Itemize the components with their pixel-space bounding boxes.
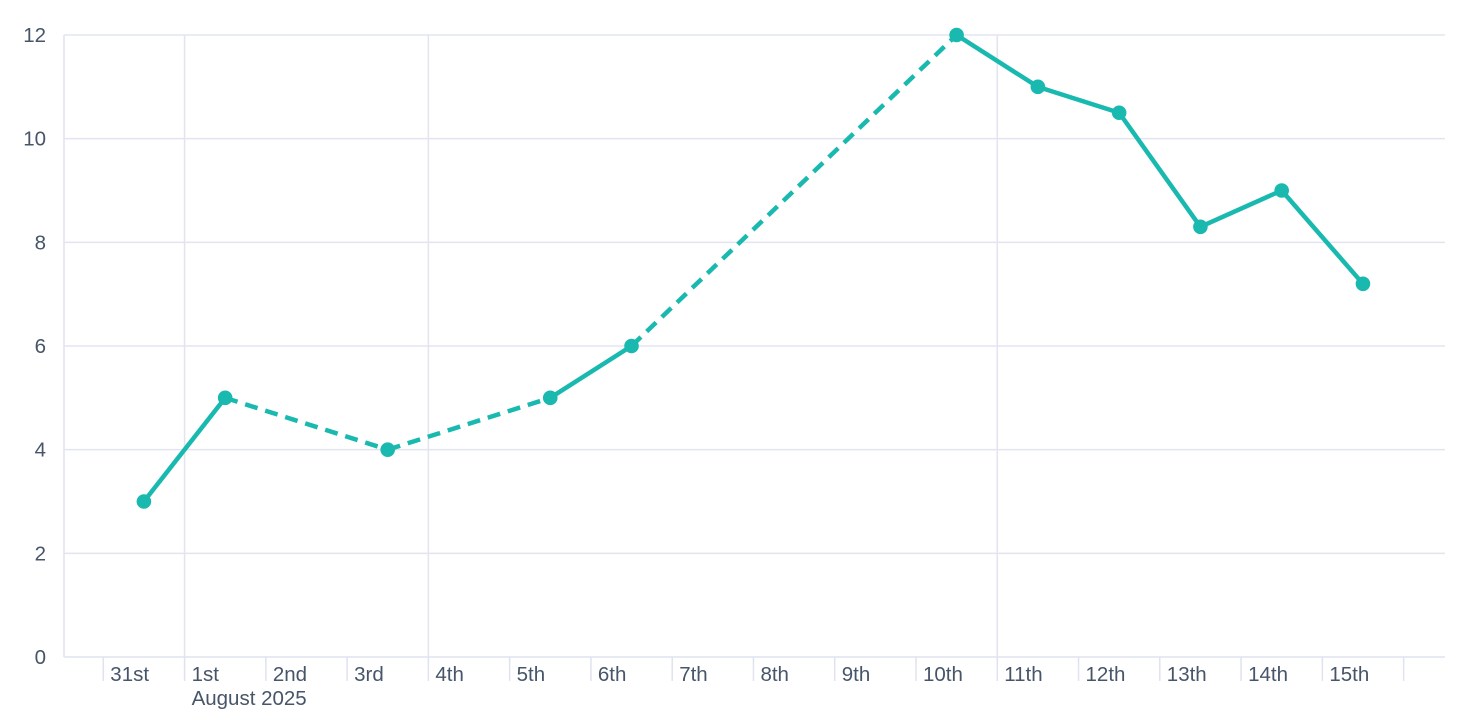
y-tick-label: 4 bbox=[35, 439, 46, 462]
x-tick-label: 8th bbox=[760, 663, 789, 686]
line-segment-solid bbox=[1279, 189, 1365, 286]
y-tick-label: 12 bbox=[23, 24, 46, 47]
x-tick-label: 15th bbox=[1329, 663, 1369, 686]
x-tick-label: 12th bbox=[1086, 663, 1126, 686]
line-segment-solid bbox=[1117, 111, 1203, 229]
x-tick-label: 4th bbox=[435, 663, 464, 686]
x-tick-label: 5th bbox=[517, 663, 546, 686]
y-tick-label: 2 bbox=[35, 542, 46, 565]
x-tick-label: 13th bbox=[1167, 663, 1207, 686]
x-tick-label: 31st bbox=[110, 663, 149, 686]
x-tick-label: 3rd bbox=[354, 663, 384, 686]
data-point-marker[interactable] bbox=[949, 27, 964, 43]
data-point-marker[interactable] bbox=[1274, 183, 1289, 198]
data-point-marker[interactable] bbox=[136, 494, 152, 509]
data-point-marker[interactable] bbox=[624, 338, 639, 354]
data-point-marker[interactable] bbox=[217, 390, 233, 406]
line-segment-dashed bbox=[387, 395, 551, 452]
y-tick-label: 6 bbox=[35, 335, 46, 358]
data-point-marker[interactable] bbox=[1030, 79, 1046, 95]
y-tick-label: 0 bbox=[35, 646, 46, 669]
data-point-marker[interactable] bbox=[1355, 276, 1371, 292]
data-point-marker[interactable] bbox=[542, 390, 558, 406]
x-tick-label: 2nd bbox=[273, 663, 307, 686]
line-segment-dashed bbox=[224, 395, 389, 452]
line-segment-dashed bbox=[629, 33, 959, 348]
month-label: August 2025 bbox=[192, 687, 307, 710]
data-point-marker[interactable] bbox=[380, 442, 396, 457]
x-tick-label: 14th bbox=[1248, 663, 1288, 686]
data-point-marker[interactable] bbox=[1111, 105, 1127, 121]
y-tick-label: 10 bbox=[23, 128, 46, 151]
data-point-marker[interactable] bbox=[1193, 219, 1208, 235]
line-segment-solid bbox=[549, 344, 633, 400]
x-tick-label: 1st bbox=[192, 663, 220, 686]
line-segment-solid bbox=[955, 33, 1040, 89]
line-segment-solid bbox=[1037, 84, 1120, 115]
x-tick-label: 6th bbox=[598, 663, 627, 686]
x-tick-label: 10th bbox=[923, 663, 963, 686]
line-segment-solid bbox=[142, 396, 227, 503]
line-segment-solid bbox=[1199, 188, 1283, 229]
y-tick-label: 8 bbox=[35, 231, 46, 254]
x-tick-label: 7th bbox=[679, 663, 708, 686]
x-tick-label: 9th bbox=[842, 663, 871, 686]
x-tick-label: 11th bbox=[1004, 663, 1042, 686]
